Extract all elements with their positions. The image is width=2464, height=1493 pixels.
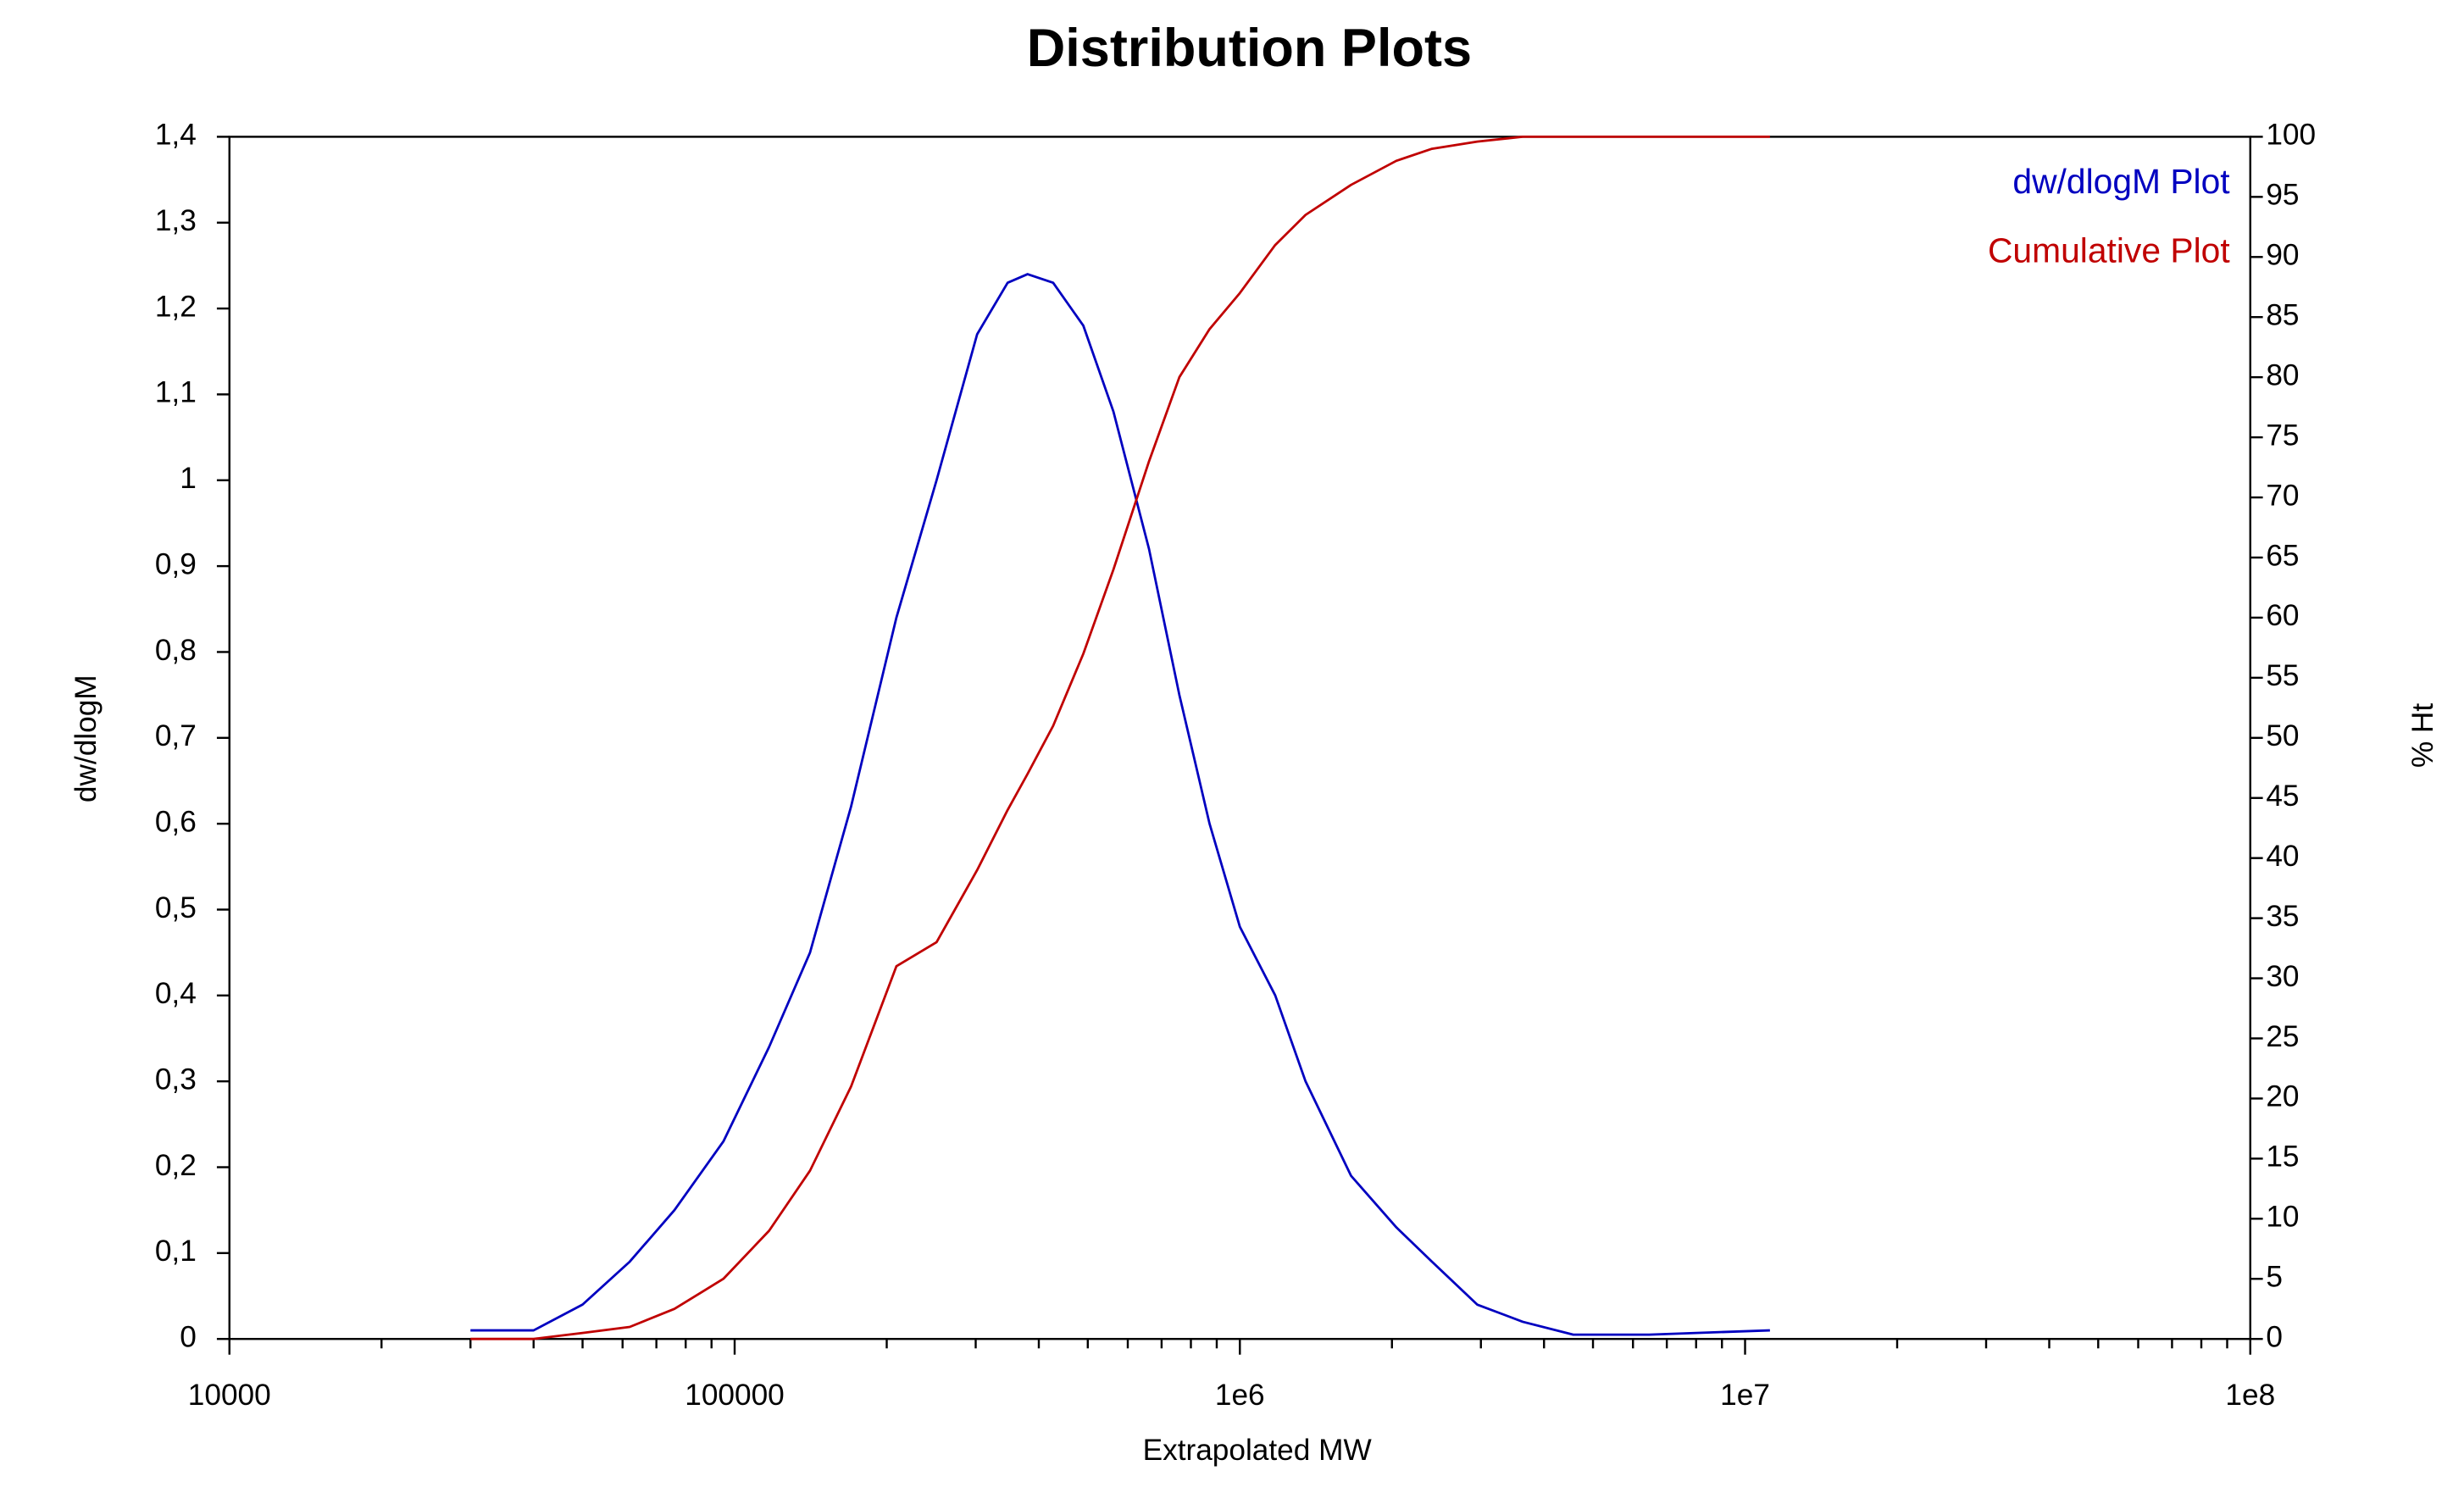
x-tick-label: 1e6 [1215, 1379, 1265, 1412]
y-tick-label: 0,1 [155, 1235, 197, 1268]
y2-tick-label: 5 [2266, 1261, 2283, 1294]
y2-tick-label: 20 [2266, 1080, 2299, 1113]
y2-tick-label: 35 [2266, 900, 2299, 933]
series-line [470, 273, 1770, 1336]
y2-tick-label: 30 [2266, 960, 2299, 993]
y-tick-label: 1,4 [155, 119, 197, 152]
x-tick-label: 10000 [188, 1379, 271, 1412]
series-line [470, 136, 1770, 1340]
y2-tick-label: 85 [2266, 299, 2299, 332]
y2-tick-label: 25 [2266, 1020, 2299, 1053]
y2-tick-label: 50 [2266, 719, 2299, 752]
y2-tick-label: 40 [2266, 840, 2299, 873]
y-axis-label: dw/dlogM [69, 674, 103, 802]
y2-tick-label: 60 [2266, 599, 2299, 632]
y2-tick-label: 0 [2266, 1320, 2283, 1353]
y-tick-label: 0,5 [155, 891, 197, 924]
y-tick-label: 0,2 [155, 1149, 197, 1182]
x-tick-label: 100000 [685, 1379, 785, 1412]
chart-title: Distribution Plots [1027, 19, 1472, 78]
y2-tick-label: 95 [2266, 179, 2299, 212]
y2-tick-label: 75 [2266, 419, 2299, 452]
y2-tick-label: 80 [2266, 358, 2299, 391]
y-tick-label: 1 [180, 462, 197, 495]
y2-tick-label: 65 [2266, 539, 2299, 572]
y-tick-label: 0,6 [155, 805, 197, 838]
legend-label: Cumulative Plot [1988, 230, 2230, 269]
y-tick-label: 0,4 [155, 977, 197, 1010]
y-tick-label: 0,8 [155, 634, 197, 667]
legend-label: dw/dlogM Plot [2012, 162, 2230, 201]
y-tick-label: 0,7 [155, 719, 197, 752]
y-tick-label: 0,3 [155, 1063, 197, 1096]
y2-tick-label: 100 [2266, 119, 2316, 152]
x-axis-label: Extrapolated MW [1143, 1434, 1373, 1467]
y2-tick-label: 10 [2266, 1201, 2299, 1234]
x-tick-label: 1e7 [1720, 1379, 1770, 1412]
plot-frame [228, 136, 2251, 1340]
y-tick-label: 1,3 [155, 204, 197, 237]
y-tick-label: 1,1 [155, 376, 197, 409]
y-tick-label: 0 [180, 1320, 197, 1353]
y-tick-label: 0,9 [155, 547, 197, 580]
y2-tick-label: 15 [2266, 1141, 2299, 1174]
y2-tick-label: 90 [2266, 239, 2299, 272]
x-tick-label: 1e8 [2225, 1379, 2275, 1412]
y2-tick-label: 55 [2266, 659, 2299, 692]
y2-tick-label: 45 [2266, 780, 2299, 813]
y-tick-label: 1,2 [155, 290, 197, 323]
y2-axis-label: % Ht [2406, 703, 2439, 769]
y2-tick-label: 70 [2266, 479, 2299, 512]
